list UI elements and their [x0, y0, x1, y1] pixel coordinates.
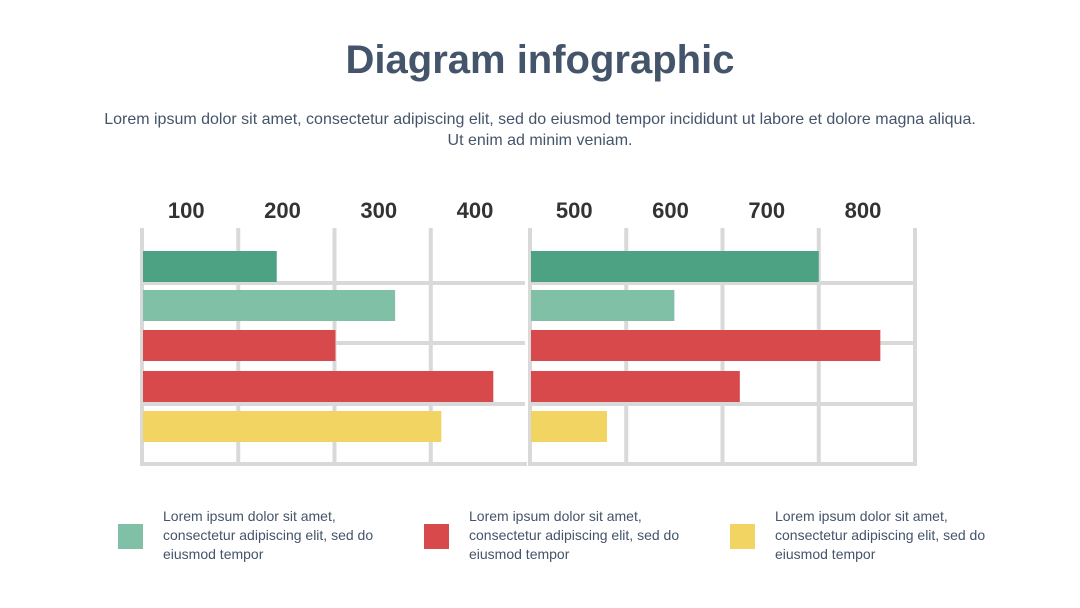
tick-label: 700	[748, 198, 785, 223]
bar	[143, 371, 494, 402]
bar	[143, 411, 442, 442]
bar	[531, 411, 607, 442]
tick-label: 600	[652, 198, 689, 223]
tick-label: 800	[845, 198, 882, 223]
bar	[531, 290, 675, 321]
legend-text: Lorem ipsum dolor sit amet, consectetur …	[775, 508, 986, 562]
tick-label: 400	[457, 198, 494, 223]
legend-swatch	[730, 524, 755, 549]
legend-text: Lorem ipsum dolor sit amet, consectetur …	[469, 508, 680, 562]
bar	[143, 330, 336, 361]
legend-text: Lorem ipsum dolor sit amet, consectetur …	[163, 508, 374, 562]
legend-swatch	[118, 524, 143, 549]
bar-chart: 100 200 300 400 500 600 700 800	[140, 198, 917, 466]
tick-label: 300	[360, 198, 397, 223]
bar	[531, 330, 881, 361]
legend-swatch	[424, 524, 449, 549]
bar	[143, 251, 277, 282]
tick-label: 500	[556, 198, 593, 223]
page-subtitle: Lorem ipsum dolor sit amet, consectetur …	[104, 111, 976, 149]
tick-label: 200	[264, 198, 301, 223]
bar	[531, 251, 819, 282]
bar	[143, 290, 396, 321]
page-title: Diagram infographic	[345, 38, 735, 82]
tick-label: 100	[168, 198, 205, 223]
bar	[531, 371, 740, 402]
